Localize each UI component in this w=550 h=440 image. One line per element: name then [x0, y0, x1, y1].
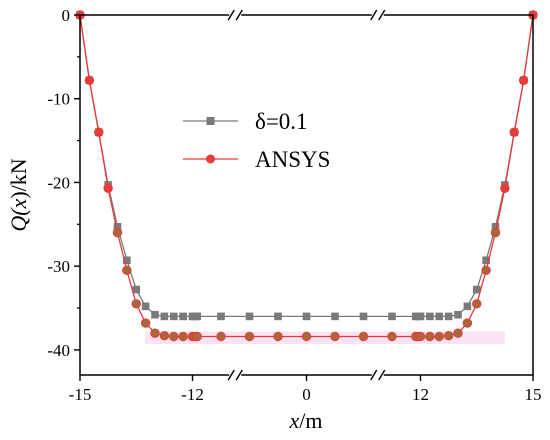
x-axis-label: x/m — [289, 408, 323, 433]
legend-label-1: ANSYS — [255, 147, 330, 172]
series-1-point — [490, 227, 501, 238]
series-0-point — [160, 312, 169, 321]
series-1-point — [273, 331, 283, 342]
series-0-point — [444, 312, 453, 321]
series-1-point — [434, 331, 444, 342]
legend: δ=0.1 ANSYS — [183, 109, 330, 172]
series-1-point — [481, 265, 491, 276]
y-axis-label-var: x — [6, 198, 31, 209]
series-1-point — [140, 318, 151, 328]
series-1-point — [509, 127, 519, 137]
series-0-point — [359, 312, 368, 321]
series-0-point — [193, 312, 202, 321]
series-1-point — [84, 75, 95, 86]
series-0-point — [274, 312, 282, 321]
series-1-point — [358, 331, 369, 342]
series-1-point — [462, 318, 473, 328]
axis-break-mark — [378, 9, 386, 21]
y-tick-label: -20 — [47, 173, 70, 192]
series-0-point — [113, 223, 122, 231]
axis-break-mark — [370, 9, 378, 21]
series-0-point — [426, 312, 434, 321]
series-1-point — [244, 331, 255, 342]
axis-break-gap-0-0 — [229, 12, 242, 18]
axis-break-mark — [235, 9, 243, 21]
series-1-point — [131, 299, 141, 309]
series-1-point — [443, 330, 454, 341]
x-axis-label-var: x — [289, 408, 300, 433]
y-tick-label: -40 — [47, 341, 70, 360]
series-0-point — [302, 312, 311, 321]
series-1-point — [178, 331, 188, 342]
series-0-point — [463, 302, 472, 311]
axis-break-mark — [227, 369, 235, 381]
axis-break-mark — [227, 9, 235, 21]
series-1-point — [192, 331, 202, 342]
series-1-point — [301, 331, 312, 342]
series-0-point — [416, 312, 425, 321]
series-1-point — [94, 127, 104, 137]
y-tick-label: -30 — [47, 257, 70, 276]
axis-break-mark — [370, 369, 378, 381]
series-0-point — [132, 285, 141, 294]
series-1-point — [103, 183, 113, 194]
axis-break-gap-0-1 — [229, 372, 242, 378]
series-0-point — [454, 310, 462, 319]
series-1-point — [112, 227, 123, 238]
x-tick-label: 0 — [302, 385, 311, 404]
series-1-point — [159, 330, 170, 341]
series-1-point — [330, 331, 340, 342]
y-tick-label: 0 — [62, 6, 71, 25]
series-1-point — [518, 75, 529, 86]
axes: -15 -12 0 12 15 0 -10 -20 -30 -40 — [47, 6, 541, 404]
legend-marker-1 — [206, 154, 215, 164]
y-axis-label: Q(x)/kN — [6, 158, 31, 231]
series-1-point — [425, 331, 435, 342]
legend-marker-0 — [206, 117, 215, 125]
series-0-point — [245, 312, 254, 321]
y-tick-label: -10 — [47, 90, 70, 109]
series-0-point — [472, 285, 481, 294]
series-line-1 — [79, 14, 534, 338]
series-1-point — [500, 183, 510, 194]
series-1-point — [216, 331, 226, 342]
x-tick-label: -12 — [181, 385, 204, 404]
series-1-point — [415, 331, 426, 342]
series-0-point — [482, 256, 490, 265]
series-1-point — [122, 265, 132, 276]
series-1-point — [169, 331, 179, 342]
series-0-point — [141, 302, 150, 311]
series-0-point — [388, 312, 396, 321]
axis-break-gap-1-0 — [371, 12, 384, 18]
axis-break-mark — [235, 369, 243, 381]
x-tick-label: 12 — [412, 385, 429, 404]
x-tick-label: -15 — [69, 385, 92, 404]
series-1-point — [453, 328, 463, 338]
legend-label-0: δ=0.1 — [255, 109, 308, 134]
axis-break-mark — [378, 369, 386, 381]
series-1-point — [387, 331, 397, 342]
series-0-point — [169, 312, 178, 321]
series-0-point — [331, 312, 339, 321]
plot-area — [75, 10, 538, 345]
series-0-point — [179, 312, 187, 321]
series-0-point — [123, 256, 131, 265]
series-1-point — [472, 299, 482, 309]
series-0-point — [491, 223, 500, 231]
series-0-point — [435, 312, 444, 321]
series-0-point — [151, 310, 159, 319]
y-axis-label-unit: )/kN — [6, 158, 31, 198]
x-tick-label: 15 — [525, 385, 542, 404]
series-0-point — [217, 312, 225, 321]
x-axis-label-unit: /m — [299, 408, 322, 433]
y-axis-label-pre: Q( — [6, 207, 31, 232]
series-1-point — [150, 328, 160, 338]
axis-break-gap-1-1 — [371, 372, 384, 378]
